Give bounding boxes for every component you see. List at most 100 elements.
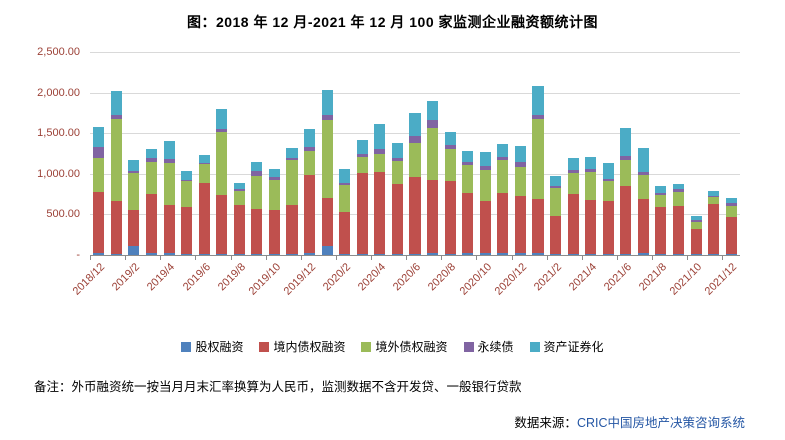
legend-item-equity: 股权融资	[181, 338, 243, 355]
stacked-bar-2021/5	[602, 163, 614, 255]
bar-segment	[620, 128, 632, 157]
bar-segment	[216, 108, 228, 129]
bar-segment	[356, 153, 368, 157]
x-axis-tick	[476, 256, 478, 260]
y-tick-label: 1,000.00	[37, 167, 80, 180]
bar-segment	[620, 186, 632, 254]
legend-item-domestic-debt: 境内债权融资	[259, 338, 345, 355]
stacked-bar-2020/10	[479, 151, 491, 255]
bar-segment	[427, 100, 439, 121]
bar-segment	[286, 147, 298, 158]
bar-segment	[479, 169, 491, 201]
bar-segment	[321, 115, 333, 121]
bar-segment	[356, 156, 368, 174]
bar-segment	[286, 254, 298, 255]
bar-segment	[216, 195, 228, 254]
legend-item-perpetual-bond: 永续债	[463, 338, 514, 355]
bar-segment	[672, 254, 685, 255]
legend-swatch	[361, 341, 372, 352]
footnote: 备注：外币融资统一按当月月末汇率换算为人民币，监测数据不含开发贷、一般银行贷款	[34, 380, 522, 394]
bar-segment	[251, 208, 263, 255]
x-axis-tick	[300, 256, 302, 260]
bar-segment	[268, 168, 280, 178]
bar-segment	[110, 119, 122, 201]
bar-segment	[198, 155, 210, 163]
x-axis-tick	[652, 256, 654, 260]
stacked-bar-2019/4	[163, 141, 175, 255]
bar-segment	[163, 205, 175, 253]
bar-segment	[409, 136, 421, 143]
stacked-bar-2021/10	[690, 216, 702, 255]
legend-label: 股权融资	[195, 340, 244, 354]
bar-segment	[374, 172, 386, 255]
bar-segment	[128, 170, 140, 174]
bar-segment	[163, 159, 175, 164]
bar-segment	[391, 183, 403, 255]
chart-title: 图：2018 年 12 月-2021 年 12 月 100 家监测企业融资额统计…	[186, 14, 599, 30]
stacked-bar-2019/3	[145, 148, 157, 255]
x-tick-label: 2021/2	[531, 261, 565, 294]
stacked-bar-2019/8	[233, 182, 245, 255]
legend-label: 永续债	[477, 340, 514, 354]
bar-segment	[690, 254, 702, 255]
bar-segment	[93, 157, 105, 192]
bar-segment	[304, 147, 316, 152]
bar-segment	[444, 132, 456, 146]
bar-segment	[567, 193, 579, 254]
stacked-bar-2019/9	[251, 161, 263, 255]
bar-segment	[637, 253, 649, 255]
bar-segment	[93, 126, 105, 148]
bar-segment	[444, 145, 456, 150]
bar-segment	[550, 186, 562, 189]
bar-segment	[602, 163, 614, 179]
bar-segment	[427, 120, 439, 128]
bar-segment	[268, 210, 280, 255]
bar-segment	[497, 160, 509, 193]
legend-label: 资产证券化	[543, 340, 604, 354]
stacked-bar-2020/8	[444, 132, 456, 255]
bar-segment	[409, 142, 421, 178]
bar-segment	[374, 254, 386, 255]
bar-segment	[620, 253, 632, 255]
bar-segment	[198, 164, 210, 184]
bar-segment	[145, 158, 157, 162]
bar-segment	[514, 167, 526, 196]
bar-segment	[550, 176, 562, 187]
legend-label: 境内债权融资	[273, 340, 346, 354]
bar-segment	[251, 176, 263, 209]
bar-segment	[444, 253, 456, 255]
bar-segment	[374, 153, 386, 173]
bar-segment	[550, 188, 562, 217]
bar-segment	[339, 254, 351, 255]
bar-segment	[462, 164, 474, 194]
bar-segment	[497, 253, 509, 255]
x-axis-tick	[125, 256, 127, 260]
bar-segment	[585, 169, 597, 172]
bar-segment	[216, 253, 228, 255]
x-axis-tick	[335, 256, 337, 260]
bar-segment	[110, 114, 122, 120]
stacked-bar-2020/4	[374, 123, 386, 255]
stacked-bar-2021/3	[567, 157, 579, 255]
bar-segment	[145, 253, 157, 255]
bar-segment	[251, 254, 263, 255]
stacked-bar-2021/8	[655, 186, 667, 255]
bar-segment	[128, 173, 140, 210]
bar-segment	[514, 195, 526, 253]
x-tick-label: 2021/4	[566, 261, 600, 294]
x-tick-label: 2021/6	[601, 261, 635, 294]
x-axis-tick	[617, 256, 619, 260]
bar-segment	[708, 197, 720, 204]
bar-segment	[391, 142, 403, 158]
bar-segment	[708, 190, 720, 196]
stacked-bar-2020/11	[497, 143, 509, 255]
bar-segment	[128, 160, 140, 171]
bar-segment	[163, 163, 175, 206]
bar-segment	[672, 206, 685, 255]
bar-segment	[708, 254, 720, 255]
legend-swatch	[181, 341, 192, 352]
bar-segment	[462, 151, 474, 162]
bar-segment	[181, 206, 193, 254]
bar-segment	[321, 90, 333, 116]
x-axis-tick	[406, 256, 408, 260]
